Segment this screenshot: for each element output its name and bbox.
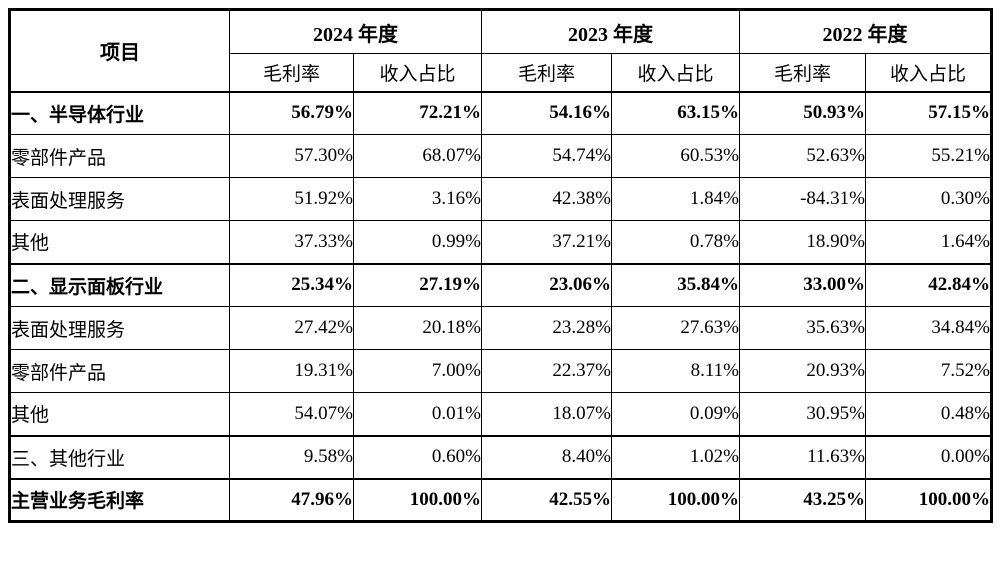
value-cell: 7.00% bbox=[353, 349, 482, 393]
row-label: 其他 bbox=[9, 392, 230, 436]
value-cell: 52.63% bbox=[739, 134, 866, 178]
subheader-gross-margin: 毛利率 bbox=[739, 53, 866, 93]
value-cell: 47.96% bbox=[229, 477, 354, 522]
value-cell: 60.53% bbox=[611, 134, 740, 178]
value-cell: 27.63% bbox=[611, 306, 740, 350]
value-cell: 7.52% bbox=[865, 349, 992, 393]
value-cell: 0.48% bbox=[865, 392, 992, 436]
value-cell: 27.19% bbox=[353, 262, 482, 307]
table-row: 其他 37.33% 0.99% 37.21% 0.78% 18.90% 1.64% bbox=[9, 220, 992, 264]
value-cell: 56.79% bbox=[229, 90, 354, 135]
value-cell: 42.84% bbox=[865, 262, 992, 307]
value-cell: 37.21% bbox=[481, 220, 612, 264]
value-cell: 3.16% bbox=[353, 177, 482, 221]
value-cell: 0.60% bbox=[353, 434, 482, 479]
value-cell: 51.92% bbox=[229, 177, 354, 221]
row-label: 其他 bbox=[9, 220, 230, 264]
table-row: 主营业务毛利率 47.96% 100.00% 42.55% 100.00% 43.25% 1… bbox=[9, 477, 992, 522]
year-header-2023: 2023 年度 bbox=[481, 9, 740, 54]
value-cell: 100.00% bbox=[353, 477, 482, 522]
value-cell: 25.34% bbox=[229, 262, 354, 307]
value-cell: 42.55% bbox=[481, 477, 612, 522]
value-cell: 0.30% bbox=[865, 177, 992, 221]
row-label: 零部件产品 bbox=[9, 134, 230, 178]
value-cell: 63.15% bbox=[611, 90, 740, 135]
value-cell: 8.40% bbox=[481, 434, 612, 479]
subheader-revenue-share: 收入占比 bbox=[353, 53, 482, 93]
value-cell: 30.95% bbox=[739, 392, 866, 436]
value-cell: 18.90% bbox=[739, 220, 866, 264]
value-cell: 9.58% bbox=[229, 434, 354, 479]
row-label: 表面处理服务 bbox=[9, 306, 230, 350]
row-label: 表面处理服务 bbox=[9, 177, 230, 221]
value-cell: 72.21% bbox=[353, 90, 482, 135]
table-row: 二、显示面板行业 25.34% 27.19% 23.06% 35.84% 33.00% 42… bbox=[9, 262, 992, 307]
value-cell: 23.06% bbox=[481, 262, 612, 307]
value-cell: 50.93% bbox=[739, 90, 866, 135]
value-cell: 100.00% bbox=[611, 477, 740, 522]
value-cell: 55.21% bbox=[865, 134, 992, 178]
item-header-cell: 项目 bbox=[9, 9, 230, 92]
table-row: 表面处理服务 51.92% 3.16% 42.38% 1.84% -84.31% 0.30% bbox=[9, 177, 992, 221]
value-cell: 1.84% bbox=[611, 177, 740, 221]
subheader-gross-margin: 毛利率 bbox=[229, 53, 354, 93]
table-body: 一、半导体行业 56.79% 72.21% 54.16% 63.15% 50.93% 57.… bbox=[9, 90, 992, 522]
value-cell: 33.00% bbox=[739, 262, 866, 307]
row-label: 三、其他行业 bbox=[9, 434, 230, 479]
row-label: 主营业务毛利率 bbox=[9, 477, 230, 522]
table-row: 其他 54.07% 0.01% 18.07% 0.09% 30.95% 0.48% bbox=[9, 392, 992, 436]
value-cell: 35.63% bbox=[739, 306, 866, 350]
value-cell: 68.07% bbox=[353, 134, 482, 178]
year-header-2022: 2022 年度 bbox=[739, 9, 992, 54]
table-row: 零部件产品 57.30% 68.07% 54.74% 60.53% 52.63% 55.21… bbox=[9, 134, 992, 178]
value-cell: 1.02% bbox=[611, 434, 740, 479]
header-row-metrics: 毛利率 收入占比 毛利率 收入占比 毛利率 收入占比 bbox=[10, 53, 992, 93]
table-row: 三、其他行业 9.58% 0.60% 8.40% 1.02% 11.63% 0.00% bbox=[9, 434, 992, 479]
value-cell: 23.28% bbox=[481, 306, 612, 350]
value-cell: 0.09% bbox=[611, 392, 740, 436]
value-cell: 0.00% bbox=[865, 434, 992, 479]
table-row: 一、半导体行业 56.79% 72.21% 54.16% 63.15% 50.93% 57.… bbox=[9, 90, 992, 135]
value-cell: 43.25% bbox=[739, 477, 866, 522]
value-cell: -84.31% bbox=[739, 177, 866, 221]
gross-margin-table: 项目 2024 年度 2023 年度 2022 年度 毛利率 收入占比 毛利率 … bbox=[8, 8, 993, 523]
value-cell: 54.07% bbox=[229, 392, 354, 436]
subheader-revenue-share: 收入占比 bbox=[611, 53, 740, 93]
row-label: 二、显示面板行业 bbox=[9, 262, 230, 307]
year-header-2024: 2024 年度 bbox=[229, 9, 482, 54]
table-row: 零部件产品 19.31% 7.00% 22.37% 8.11% 20.93% 7.52% bbox=[9, 349, 992, 393]
value-cell: 22.37% bbox=[481, 349, 612, 393]
value-cell: 1.64% bbox=[865, 220, 992, 264]
value-cell: 0.78% bbox=[611, 220, 740, 264]
table-header: 项目 2024 年度 2023 年度 2022 年度 毛利率 收入占比 毛利率 … bbox=[9, 9, 992, 93]
value-cell: 0.99% bbox=[353, 220, 482, 264]
header-row-years: 项目 2024 年度 2023 年度 2022 年度 bbox=[9, 9, 992, 92]
value-cell: 37.33% bbox=[229, 220, 354, 264]
subheader-gross-margin: 毛利率 bbox=[481, 53, 612, 93]
value-cell: 18.07% bbox=[481, 392, 612, 436]
row-label: 零部件产品 bbox=[9, 349, 230, 393]
value-cell: 34.84% bbox=[865, 306, 992, 350]
value-cell: 20.93% bbox=[739, 349, 866, 393]
value-cell: 0.01% bbox=[353, 392, 482, 436]
value-cell: 35.84% bbox=[611, 262, 740, 307]
subheader-revenue-share: 收入占比 bbox=[865, 53, 992, 93]
value-cell: 8.11% bbox=[611, 349, 740, 393]
value-cell: 57.15% bbox=[865, 90, 992, 135]
value-cell: 57.30% bbox=[229, 134, 354, 178]
value-cell: 100.00% bbox=[865, 477, 992, 522]
table-row: 表面处理服务 27.42% 20.18% 23.28% 27.63% 35.63% 34.8… bbox=[9, 306, 992, 350]
value-cell: 27.42% bbox=[229, 306, 354, 350]
value-cell: 42.38% bbox=[481, 177, 612, 221]
value-cell: 54.74% bbox=[481, 134, 612, 178]
value-cell: 20.18% bbox=[353, 306, 482, 350]
row-label: 一、半导体行业 bbox=[9, 90, 230, 135]
value-cell: 54.16% bbox=[481, 90, 612, 135]
value-cell: 11.63% bbox=[739, 434, 866, 479]
value-cell: 19.31% bbox=[229, 349, 354, 393]
